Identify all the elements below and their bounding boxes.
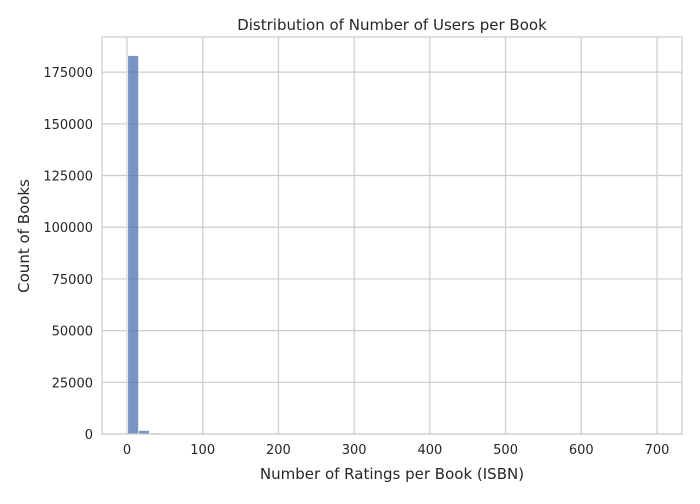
chart-title: Distribution of Number of Users per Book	[237, 16, 547, 34]
x-tick-label: 0	[123, 443, 131, 458]
y-tick-label: 25000	[52, 376, 93, 391]
y-tick-label: 125000	[43, 170, 93, 185]
x-tick-label: 200	[266, 443, 291, 458]
y-tick-label: 0	[85, 428, 93, 443]
x-tick-label: 400	[417, 443, 442, 458]
x-tick-label: 500	[493, 443, 518, 458]
y-tick-label: 50000	[52, 325, 93, 340]
y-tick-label: 75000	[52, 273, 93, 288]
y-axis-label: Count of Books	[15, 179, 33, 293]
y-tick-label: 150000	[43, 118, 93, 133]
x-tick-label: 600	[569, 443, 594, 458]
y-tick-label: 100000	[43, 221, 93, 236]
histogram-bar	[128, 56, 139, 434]
x-tick-label: 700	[645, 443, 670, 458]
y-tick-label: 175000	[43, 66, 93, 81]
x-tick-label: 300	[342, 443, 367, 458]
x-axis-label: Number of Ratings per Book (ISBN)	[260, 465, 524, 483]
x-tick-label: 100	[190, 443, 215, 458]
